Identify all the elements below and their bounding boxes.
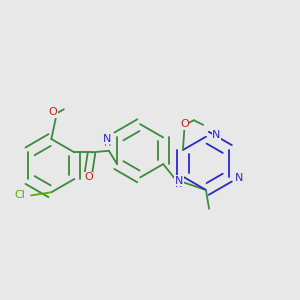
Text: N: N <box>175 176 183 186</box>
Text: O: O <box>180 119 189 129</box>
Text: H: H <box>103 138 111 148</box>
Text: N: N <box>212 130 220 140</box>
Text: O: O <box>49 107 57 117</box>
Text: N: N <box>103 134 112 144</box>
Text: O: O <box>84 172 93 182</box>
Text: H: H <box>175 179 183 190</box>
Text: N: N <box>235 173 244 183</box>
Text: Cl: Cl <box>14 190 25 200</box>
